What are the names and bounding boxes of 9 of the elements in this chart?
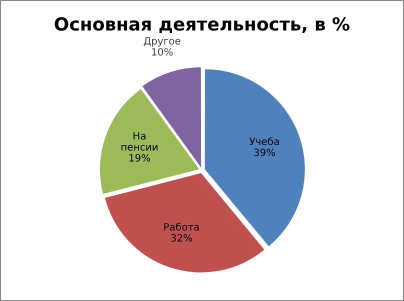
- data-label: 10%: [151, 48, 174, 59]
- slice-label: Учеба: [249, 136, 280, 148]
- data-label: 19%: [128, 153, 151, 164]
- slice-label: Работа: [163, 222, 200, 234]
- data-label: 32%: [170, 234, 193, 245]
- data-label: 39%: [253, 148, 276, 159]
- slice-label: На пенсии: [120, 131, 158, 154]
- slice-label: Другое: [143, 36, 181, 48]
- chart-title: Основная деятельность, в %: [54, 14, 350, 36]
